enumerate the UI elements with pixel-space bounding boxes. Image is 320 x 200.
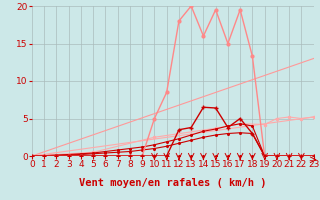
X-axis label: Vent moyen/en rafales ( km/h ): Vent moyen/en rafales ( km/h ) — [79, 178, 267, 188]
